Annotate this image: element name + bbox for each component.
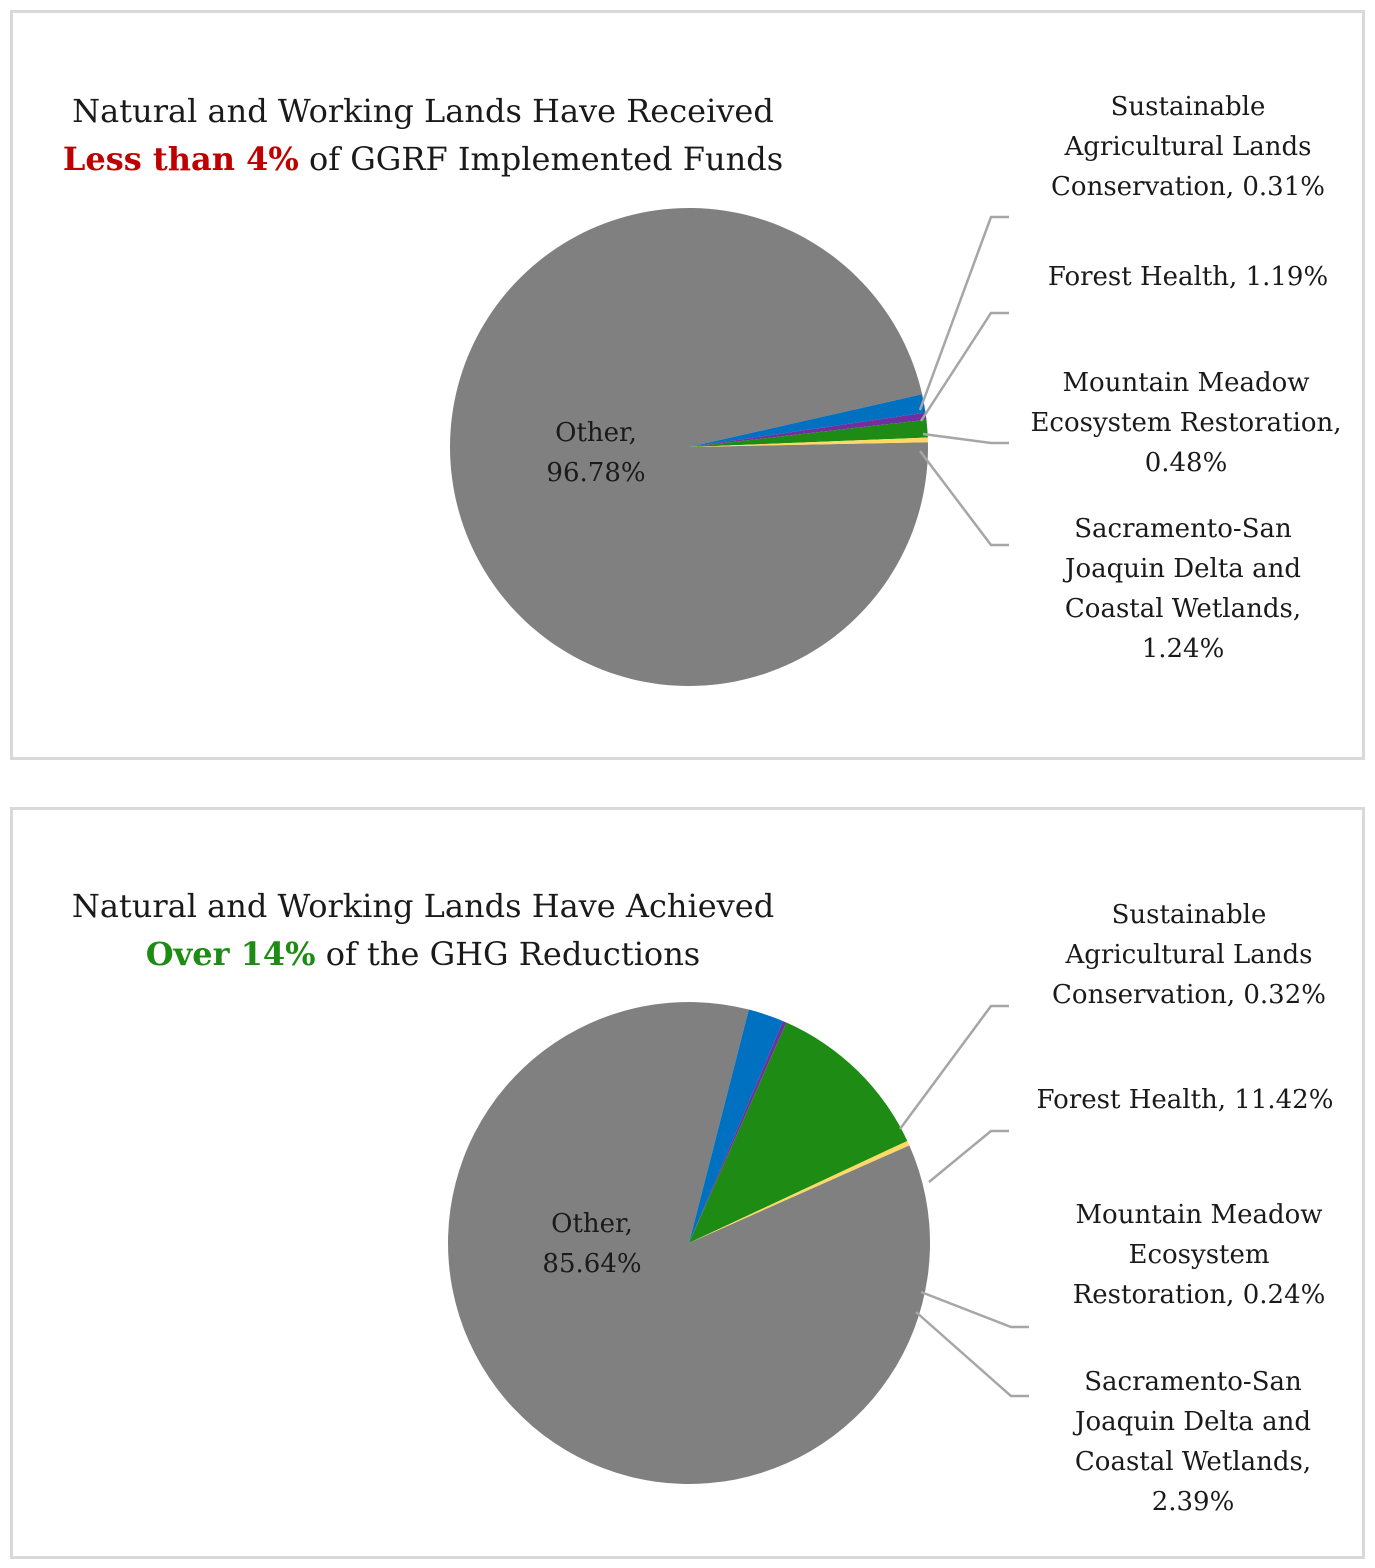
data-label-line: Other, [555, 418, 637, 448]
data-label-other: Other, 96.78% [546, 418, 645, 488]
data-label-line: Sacramento-San [1084, 1367, 1302, 1397]
data-label-line: 1.24% [1142, 634, 1225, 664]
chart-title-rest: of the GHG Reductions [315, 935, 701, 973]
data-label-line: Conservation, 0.31% [1051, 172, 1325, 202]
data-label-line: Agricultural Lands [1064, 132, 1312, 162]
pie-slice-forest-health [689, 419, 928, 447]
chart-title-emphasis: Over 14% [145, 935, 316, 973]
leader-line-sacramento-san-joaquin-delta-and-coastal-wetlands [919, 450, 1009, 547]
data-label-line: Conservation, 0.32% [1052, 980, 1326, 1010]
pie-slice-other [449, 208, 928, 687]
chart-title-line1: Natural and Working Lands Have Received [72, 92, 774, 130]
pie-slices [449, 208, 928, 687]
chart-title-emphasis: Less than 4% [62, 140, 299, 178]
leader-line-sustainable-agricultural-lands-conservation [898, 1004, 1009, 1130]
data-label-line: Sustainable [1112, 900, 1267, 930]
chart-title-line1: Natural and Working Lands Have Achieved [71, 887, 775, 925]
data-label-other: Other, 85.64% [542, 1209, 641, 1279]
data-label-line: Joaquin Delta and [1062, 554, 1301, 584]
data-label-sustainable-agricultural-lands-conservation: Sustainable Agricultural Lands Conservatio… [1051, 92, 1325, 202]
data-label-line: 85.64% [542, 1249, 641, 1279]
data-label-sacramento-san-joaquin-delta-and-coastal-wetlands: Sacramento-San Joaquin Delta and Coastal W… [1062, 514, 1301, 664]
leader-line-forest-health [928, 1129, 1009, 1183]
data-label-line: Other, [551, 1209, 633, 1239]
chart-panel-ghg: Natural and Working Lands Have Achieved … [10, 807, 1365, 1559]
pie-slice-mountain-meadow-ecosystem-restoration [689, 1021, 787, 1243]
pie-slice-forest-health [689, 1022, 908, 1243]
data-label-sacramento-san-joaquin-delta-and-coastal-wetlands: Sacramento-San Joaquin Delta and Coastal W… [1072, 1367, 1311, 1517]
chart-title: Natural and Working Lands Have Received … [33, 87, 813, 183]
pie-slice-sacramento-san-joaquin-delta-and-coastal-wetlands [689, 1009, 784, 1243]
chart-panel-funds: Natural and Working Lands Have Received … [10, 10, 1365, 760]
pie-labels: Other, 85.64% Sacramento-San Joaquin Delta … [542, 900, 1333, 1517]
chart-title-line2: Less than 4% of GGRF Implemented Funds [33, 135, 813, 183]
pie-slice-sustainable-agricultural-lands-conservation [689, 437, 928, 447]
data-label-line: Sacramento-San [1074, 514, 1292, 544]
pie-chart: Other, 96.78% Sacramento-San Joaquin Delta … [449, 92, 1342, 687]
pie-chart: Other, 85.64% Sacramento-San Joaquin Delta … [448, 900, 1333, 1517]
pie-labels: Other, 96.78% Sacramento-San Joaquin Delta … [546, 92, 1341, 664]
pie-slice-other [448, 1001, 931, 1484]
pie-slice-sacramento-san-joaquin-delta-and-coastal-wetlands [689, 394, 926, 447]
data-label-line: Restoration, 0.24% [1073, 1280, 1326, 1310]
data-label-line: 96.78% [546, 458, 645, 488]
data-label-line: Agricultural Lands [1065, 940, 1313, 970]
data-label-line: 0.48% [1145, 448, 1228, 478]
data-label-line: Mountain Meadow [1062, 368, 1309, 398]
data-label-forest-health: Forest Health, 1.19% [1048, 262, 1328, 292]
data-label-sustainable-agricultural-lands-conservation: Sustainable Agricultural Lands Conservatio… [1052, 900, 1326, 1010]
pie-slice-sustainable-agricultural-lands-conservation [689, 1140, 910, 1243]
pie-slice-mountain-meadow-ecosystem-restoration [689, 412, 927, 447]
chart-title-rest: of GGRF Implemented Funds [298, 140, 784, 178]
leader-line-mountain-meadow-ecosystem-restoration [922, 432, 1009, 445]
pie-slices [448, 1001, 931, 1484]
data-label-line: Forest Health, 11.42% [1037, 1085, 1334, 1115]
data-label-line: 2.39% [1152, 1487, 1235, 1517]
data-label-line: Coastal Wetlands, [1075, 1447, 1311, 1477]
data-label-line: Mountain Meadow [1075, 1200, 1322, 1230]
data-label-line: Joaquin Delta and [1072, 1407, 1311, 1437]
data-label-line: Ecosystem [1128, 1240, 1269, 1270]
leader-line-sustainable-agricultural-lands-conservation [918, 215, 1009, 411]
leader-line-mountain-meadow-ecosystem-restoration [920, 1290, 1029, 1329]
data-label-line: Ecosystem Restoration, [1030, 408, 1341, 438]
data-label-forest-health: Forest Health, 11.42% [1037, 1085, 1334, 1115]
leader-line-sacramento-san-joaquin-delta-and-coastal-wetlands [915, 1311, 1029, 1398]
data-label-line: Coastal Wetlands, [1065, 594, 1301, 624]
data-label-mountain-meadow-ecosystem-restoration: Mountain Meadow Ecosystem Restoration, 0.2… [1073, 1200, 1326, 1310]
data-label-line: Sustainable [1111, 92, 1266, 122]
data-label-mountain-meadow-ecosystem-restoration: Mountain Meadow Ecosystem Restoration, 0.4… [1030, 368, 1341, 478]
leader-line-forest-health [919, 311, 1009, 422]
chart-title: Natural and Working Lands Have Achieved … [33, 882, 813, 978]
data-label-line: Forest Health, 1.19% [1048, 262, 1328, 292]
chart-title-line2: Over 14% of the GHG Reductions [33, 930, 813, 978]
